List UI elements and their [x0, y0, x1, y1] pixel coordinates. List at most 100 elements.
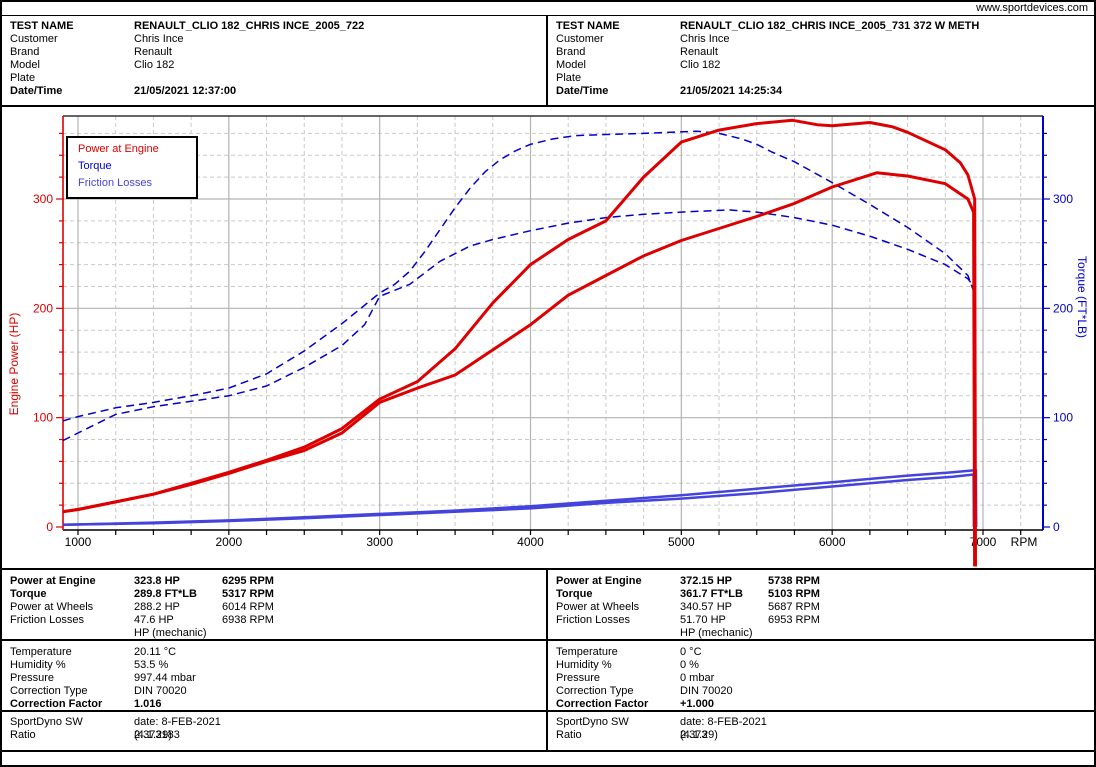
x-tick-label: 5000 [668, 535, 695, 549]
y-left-axis-title: Engine Power (HP) [7, 313, 21, 416]
results-row: Power at Wheels 288.2 HP 6014 RPM [2, 601, 546, 614]
results-row: Friction Losses 51.70 HP 6953 RPM [548, 614, 1094, 627]
results-row-value: 289.8 FT*LB [134, 588, 197, 600]
x-tick-label: 3000 [366, 535, 393, 549]
results-row: Power at Engine 323.8 HP 6295 RPM [2, 575, 546, 588]
header-row-label: Plate [10, 72, 36, 84]
header-row-value: Renault [134, 46, 172, 58]
results-row-rpm: 6953 RPM [768, 614, 820, 626]
results-row-label: Torque [556, 588, 593, 600]
curve-torque-run-722 [62, 209, 976, 528]
environment-row-value: 53.5 % [134, 659, 169, 671]
environment-row: Correction Factor 1.016 [2, 698, 546, 710]
y-right-tick-label: 100 [1053, 411, 1073, 425]
header-row-value [134, 72, 546, 85]
results-row: HP (mechanic) [2, 627, 546, 639]
results-row-value: 47.6 HP [134, 614, 174, 626]
x-axis-unit-label: RPM [1011, 535, 1038, 549]
results-row: Torque 289.8 FT*LB 5317 RPM [2, 588, 546, 601]
results-row-value: 372.15 HP [680, 575, 732, 587]
results-row-rpm: 6938 RPM [222, 614, 274, 626]
environment-row-value: 0 °C [680, 646, 702, 658]
y-left-axis: 0 100 200 300 Engine Power (HP) [7, 132, 63, 534]
x-axis: 1000 2000 3000 4000 5000 6000 7000 RPM [65, 530, 1038, 549]
software-row: SportDyno SW date: 8-FEB-2021 (4.1.29) [548, 716, 1094, 741]
results-row-rpm: 5687 RPM [768, 601, 820, 613]
header-row-value: Chris Ince [134, 33, 184, 45]
x-tick-label: 6000 [819, 535, 846, 549]
results-row-label: Power at Wheels [556, 601, 640, 613]
environment-row-value: 997.44 mbar [134, 672, 196, 684]
curve-friction-losses-run-722 [62, 473, 976, 528]
environment-row: Correction Type DIN 70020 [2, 685, 546, 698]
header-row-value: Clio 182 [680, 59, 721, 71]
environment-row-label: Correction Type [10, 685, 88, 697]
header-row: Brand Renault [2, 46, 546, 59]
software-run-731: SportDyno SW date: 8-FEB-2021 (4.1.29) Rat… [548, 712, 1094, 750]
results-row: HP (mechanic) [548, 627, 1094, 639]
header-row: Model Clio 182 [2, 59, 546, 72]
y-right-tick-label: 200 [1053, 301, 1073, 315]
results-row-rpm [222, 627, 546, 639]
software-run-722: SportDyno SW date: 8-FEB-2021 (4.1.29) Rat… [2, 712, 548, 750]
header-row-label: Plate [556, 72, 582, 84]
results-row-value: HP (mechanic) [134, 627, 207, 639]
results-row-label [548, 627, 680, 639]
software-row: Ratio 2.373183 [2, 729, 546, 742]
y-left-tick-label: 200 [33, 301, 53, 315]
results-run-722: Power at Engine 323.8 HP 6295 RPM Torque 289… [2, 570, 548, 639]
software-row-label: Ratio [10, 729, 36, 741]
header-row: Brand Renault [548, 46, 1094, 59]
header-row: TEST NAME RENAULT_CLIO 182_CHRIS INCE_200… [2, 20, 546, 33]
y-right-tick-label: 0 [1053, 520, 1060, 534]
results-row-label: Friction Losses [556, 614, 630, 626]
header-row-label: Date/Time [10, 85, 63, 97]
environment-row: Humidity % 0 % [548, 659, 1094, 672]
environment-row: Temperature 0 °C [548, 646, 1094, 659]
software-row-label: Ratio [556, 729, 582, 741]
results-row-label: Power at Engine [556, 575, 642, 587]
header-row: Date/Time 21/05/2021 14:25:34 [548, 85, 1094, 98]
chart-legend: Power at Engine Torque Friction Losses [66, 136, 198, 199]
results-row-rpm: 6014 RPM [222, 601, 274, 613]
curve-torque-run-731-meth [62, 130, 976, 528]
environment-row-value: 1.016 [134, 698, 162, 710]
curve-friction-losses-run-731-meth [62, 468, 978, 528]
axes [62, 115, 1044, 531]
header-row-value: 21/05/2021 12:37:00 [134, 85, 237, 97]
environment-row: Correction Factor +1.000 [548, 698, 1094, 710]
results-row-rpm: 5103 RPM [768, 588, 820, 600]
environment-row-label: Pressure [556, 672, 601, 684]
legend-item-friction: Friction Losses [78, 177, 152, 189]
environment-row: Humidity % 53.5 % [2, 659, 546, 672]
test-header-run-722: TEST NAME RENAULT_CLIO 182_CHRIS INCE_200… [2, 16, 548, 105]
environment-row: Temperature 20.11 °C [2, 646, 546, 659]
environment-row-label: Temperature [556, 646, 618, 658]
header-row-value: Renault [680, 46, 718, 58]
results-row-value: 361.7 FT*LB [680, 588, 743, 600]
header-row-label: Customer [556, 33, 604, 45]
results-row-value: 323.8 HP [134, 575, 180, 587]
header-row-label: Date/Time [556, 85, 609, 97]
results-row-label: Friction Losses [10, 614, 84, 626]
results-row-label: Power at Engine [10, 575, 96, 587]
environment-row-label: Correction Type [556, 685, 634, 697]
environment-row-label: Correction Factor [556, 698, 649, 710]
software-row-value: 2.373183 [134, 729, 180, 741]
header-row-value: Chris Ince [680, 33, 730, 45]
results-row-rpm: 5738 RPM [768, 575, 820, 587]
results-section: Power at Engine 323.8 HP 6295 RPM Torque 289… [2, 568, 1094, 752]
y-left-tick-label: 0 [46, 520, 53, 534]
header-row-value: 21/05/2021 14:25:34 [680, 85, 783, 97]
header-row-label: Model [10, 59, 40, 71]
environment-run-731: Temperature 0 °C Humidity % 0 % Pressure 0 mb… [548, 641, 1094, 710]
results-row: Torque 361.7 FT*LB 5103 RPM [548, 588, 1094, 601]
dyno-chart: 1000 2000 3000 4000 5000 6000 7000 RPM 0 100 200 30… [2, 107, 1094, 568]
y-right-axis: 0 100 200 300 Torque (FT*LB) [1043, 132, 1089, 534]
environment-row-label: Temperature [10, 646, 72, 658]
environment-row: Correction Type DIN 70020 [548, 685, 1094, 698]
header-row-label: Customer [10, 33, 58, 45]
environment-row-value: 0 mbar [680, 672, 715, 684]
header-row-label: Brand [10, 46, 40, 58]
